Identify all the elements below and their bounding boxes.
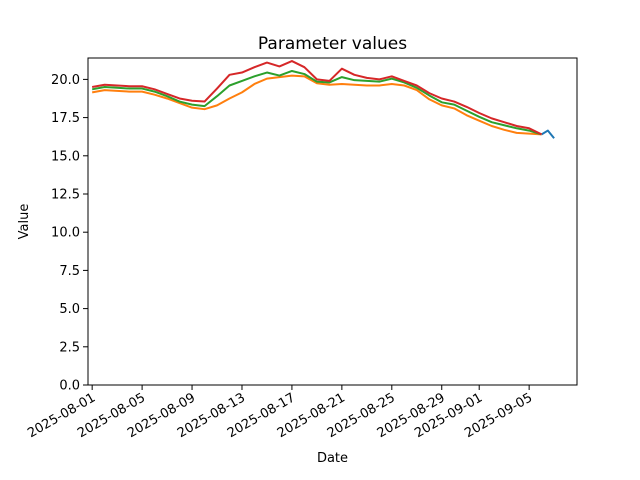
y-tick-label: 17.5 [51,111,80,126]
red-series-line [91,60,543,136]
y-tick-label: 5.0 [59,302,80,317]
orange-series-line [91,74,542,136]
green-series-line [91,69,542,136]
plot-area [87,57,578,386]
chart-title: Parameter values [258,34,407,54]
y-tick-label: 12.5 [51,187,80,202]
y-axis: 0.0 2.5 5.0 7.5 10.0 12.5 15.0 17.5 20.0 [51,73,88,394]
x-axis: 2025-08-012025-08-052025-08-092025-08-13… [25,385,535,441]
y-tick-label: 0.0 [59,379,80,394]
y-tick-label: 7.5 [59,264,80,279]
plot-series [91,60,555,139]
blue-series-line [541,129,555,139]
y-tick-label: 2.5 [59,340,80,355]
x-axis-label: Date [317,451,348,466]
y-tick-label: 10.0 [51,226,80,241]
y-tick-label: 15.0 [51,149,80,164]
y-tick-label: 20.0 [51,73,80,88]
y-axis-label: Value [17,204,32,240]
